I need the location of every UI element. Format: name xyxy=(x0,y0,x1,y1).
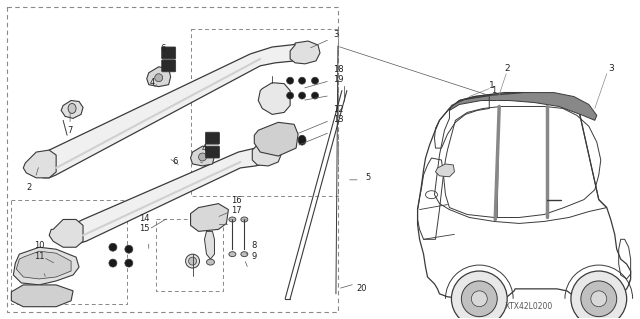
Polygon shape xyxy=(63,146,275,243)
Text: 14
15: 14 15 xyxy=(140,214,150,233)
Polygon shape xyxy=(252,142,282,166)
Text: 1: 1 xyxy=(491,86,496,95)
Bar xyxy=(8,7,338,312)
Ellipse shape xyxy=(287,92,294,99)
Polygon shape xyxy=(49,219,83,247)
Text: 3: 3 xyxy=(333,30,339,39)
Text: 4: 4 xyxy=(150,78,156,87)
Text: 20: 20 xyxy=(356,284,367,293)
Ellipse shape xyxy=(189,257,196,265)
Text: 5: 5 xyxy=(365,173,371,182)
Ellipse shape xyxy=(68,103,76,114)
Polygon shape xyxy=(449,93,596,120)
Text: 2: 2 xyxy=(504,64,510,73)
Ellipse shape xyxy=(299,77,305,84)
Ellipse shape xyxy=(299,92,305,99)
Polygon shape xyxy=(435,164,454,177)
Ellipse shape xyxy=(198,153,207,161)
Circle shape xyxy=(591,291,607,307)
Bar xyxy=(12,200,127,304)
Bar xyxy=(156,219,223,291)
Polygon shape xyxy=(191,146,214,166)
Circle shape xyxy=(451,271,507,319)
Polygon shape xyxy=(13,247,79,285)
FancyBboxPatch shape xyxy=(162,47,175,59)
Text: 4: 4 xyxy=(202,144,207,152)
Text: 2: 2 xyxy=(27,183,32,192)
Polygon shape xyxy=(17,251,71,279)
Circle shape xyxy=(581,281,617,317)
Text: 8
9: 8 9 xyxy=(252,241,257,261)
Polygon shape xyxy=(191,204,228,231)
Ellipse shape xyxy=(229,217,236,222)
FancyBboxPatch shape xyxy=(162,60,175,72)
FancyBboxPatch shape xyxy=(205,146,220,158)
Polygon shape xyxy=(23,150,56,178)
Polygon shape xyxy=(61,100,83,118)
Polygon shape xyxy=(290,41,320,64)
Text: 6: 6 xyxy=(160,44,165,54)
Text: 12
13: 12 13 xyxy=(333,105,343,124)
Text: 10
11: 10 11 xyxy=(34,241,44,261)
Ellipse shape xyxy=(155,74,163,82)
Polygon shape xyxy=(205,231,214,259)
Polygon shape xyxy=(12,285,73,307)
Ellipse shape xyxy=(125,259,133,267)
FancyBboxPatch shape xyxy=(205,132,220,144)
Ellipse shape xyxy=(109,243,117,251)
Text: 3: 3 xyxy=(608,64,614,73)
Polygon shape xyxy=(259,83,290,115)
Ellipse shape xyxy=(207,259,214,265)
Ellipse shape xyxy=(241,217,248,222)
Polygon shape xyxy=(33,43,313,178)
Circle shape xyxy=(461,281,497,317)
Ellipse shape xyxy=(287,77,294,84)
Circle shape xyxy=(471,291,487,307)
Ellipse shape xyxy=(125,245,133,253)
Ellipse shape xyxy=(312,92,319,99)
Text: 1: 1 xyxy=(490,81,495,90)
Ellipse shape xyxy=(229,252,236,257)
Ellipse shape xyxy=(298,135,306,145)
Bar xyxy=(191,29,338,196)
Text: 7: 7 xyxy=(67,126,73,135)
Ellipse shape xyxy=(241,252,248,257)
Ellipse shape xyxy=(186,254,200,268)
Text: 18
19: 18 19 xyxy=(333,65,343,85)
Polygon shape xyxy=(254,122,298,156)
Text: 16
17: 16 17 xyxy=(231,196,242,215)
Ellipse shape xyxy=(109,259,117,267)
Text: 6: 6 xyxy=(172,158,177,167)
Polygon shape xyxy=(147,67,171,87)
Text: XTX42L0200: XTX42L0200 xyxy=(505,302,553,311)
Ellipse shape xyxy=(312,77,319,84)
Circle shape xyxy=(571,271,627,319)
